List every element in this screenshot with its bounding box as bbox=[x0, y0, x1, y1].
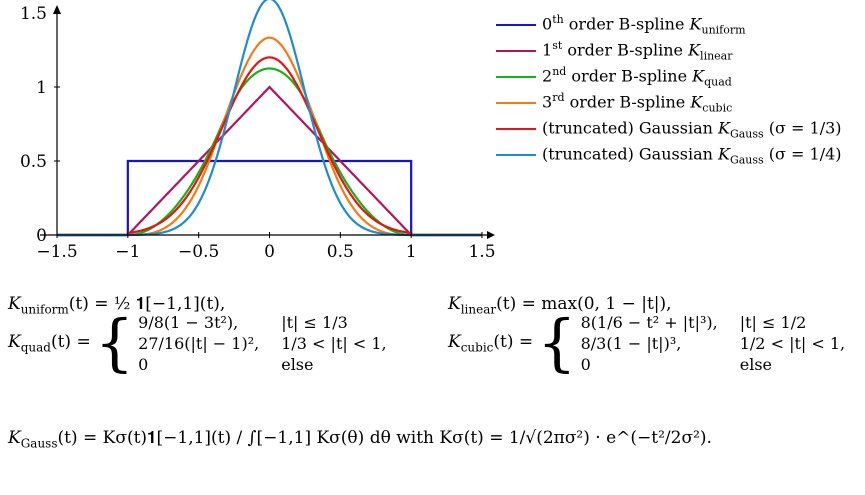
case-expression: 8(1/6 − t² + |t|³), bbox=[580, 312, 718, 332]
legend-item: (truncated) Gaussian KGauss (σ = 1/4) bbox=[496, 142, 842, 168]
legend-label: 1st order B-spline Klinear bbox=[542, 39, 733, 63]
formula-uniform: Kuniform(t) = ½ 𝟏[−1,1](t), bbox=[8, 294, 225, 316]
formula-quad-t: (t) = bbox=[50, 331, 91, 352]
x-tick-label: 0.5 bbox=[327, 242, 354, 260]
formula-gauss-sub: Gauss bbox=[20, 436, 58, 451]
legend-label: 3rd order B-spline Kcubic bbox=[542, 91, 733, 115]
formula-linear-sub: linear bbox=[460, 302, 497, 317]
formula-quad-cases: 9/8(1 − 3t²), |t| ≤ 1/3 27/16(|t| − 1)², 1/… bbox=[138, 313, 386, 374]
formula-linear: Klinear(t) = max(0, 1 − |t|), bbox=[448, 294, 672, 316]
series-line-gauss-5 bbox=[57, 0, 482, 237]
formula-gauss-k: K bbox=[8, 428, 21, 448]
y-tick-label: 0 bbox=[36, 226, 47, 246]
legend-swatch bbox=[496, 23, 536, 27]
legend-label: (truncated) Gaussian KGauss (σ = 1/3) bbox=[542, 118, 842, 141]
line-chart: −1.5 −1 −0.5 0 0.5 1 1.5 0 0.5 1 1.5 bbox=[20, 0, 496, 260]
formula-cubic-brace: { bbox=[537, 306, 577, 379]
formula-linear-rhs: (t) = max(0, 1 − |t|), bbox=[496, 294, 672, 314]
legend-swatch bbox=[496, 153, 536, 157]
case-expression: 27/16(|t| − 1)², bbox=[138, 333, 260, 353]
case-condition: 1/3 < |t| < 1, bbox=[281, 333, 387, 353]
x-tick-label: −0.5 bbox=[178, 242, 219, 260]
legend-swatch bbox=[496, 75, 536, 79]
formula-cubic-t: (t) = bbox=[493, 331, 534, 352]
formula-quad-brace: { bbox=[94, 306, 135, 379]
case-expression: 8/3(1 − |t|)³, bbox=[580, 333, 682, 353]
case-condition: |t| ≤ 1/2 bbox=[739, 312, 807, 332]
x-tick-label: −1 bbox=[115, 242, 140, 260]
legend-item: (truncated) Gaussian KGauss (σ = 1/3) bbox=[496, 116, 842, 142]
x-axis-arrow bbox=[487, 231, 495, 239]
series-line-uniform bbox=[57, 159, 482, 237]
case-condition: else bbox=[739, 354, 772, 374]
y-axis-arrow bbox=[53, 5, 61, 14]
formula-uniform-k: K bbox=[8, 294, 21, 314]
formula-cubic-k: K bbox=[448, 331, 461, 352]
legend-label: 2nd order B-spline Kquad bbox=[542, 65, 732, 89]
series-line-gauss-4 bbox=[57, 56, 482, 237]
case-expression: 0 bbox=[580, 354, 591, 374]
formula-gauss: KGauss(t) = Kσ(t)𝟏[−1,1](t) / ∫[−1,1] Kσ… bbox=[8, 428, 712, 450]
legend-label: 0th order B-spline Kuniform bbox=[542, 13, 746, 37]
formula-cubic: Kcubic(t) = { 8(1/6 − t² + |t|³), |t| ≤ 1… bbox=[448, 312, 845, 374]
case-condition: |t| ≤ 1/3 bbox=[281, 312, 348, 332]
series-line-quad bbox=[57, 67, 482, 237]
legend-item: 1st order B-spline Klinear bbox=[496, 38, 842, 64]
case-condition: 1/2 < |t| < 1, bbox=[739, 333, 846, 353]
series-line-cubic bbox=[57, 36, 482, 237]
legend-swatch bbox=[496, 101, 536, 105]
formula-cubic-cases: 8(1/6 − t² + |t|³), |t| ≤ 1/2 8/3(1 − |t|)… bbox=[581, 313, 846, 374]
formula-quad-sub: quad bbox=[20, 340, 51, 355]
formula-linear-k: K bbox=[448, 294, 461, 314]
legend-item: 2nd order B-spline Kquad bbox=[496, 64, 842, 90]
y-tick-label: 0.5 bbox=[20, 152, 47, 172]
legend-swatch bbox=[496, 127, 536, 131]
case-expression: 0 bbox=[138, 354, 149, 374]
formula-cubic-sub: cubic bbox=[460, 340, 494, 355]
case-condition: else bbox=[281, 354, 314, 374]
legend-label: (truncated) Gaussian KGauss (σ = 1/4) bbox=[542, 144, 842, 167]
x-tick-label: 1 bbox=[406, 242, 417, 260]
legend-item: 3rd order B-spline Kcubic bbox=[496, 90, 842, 116]
ticks-layer: −1.5 −1 −0.5 0 0.5 1 1.5 0 0.5 1 1.5 bbox=[20, 4, 496, 260]
x-tick-label: 0 bbox=[264, 242, 275, 260]
formula-gauss-rhs: (t) = Kσ(t)𝟏[−1,1](t) / ∫[−1,1] Kσ(θ) dθ… bbox=[57, 428, 712, 448]
x-tick-label: 1.5 bbox=[468, 242, 495, 260]
formula-uniform-rhs: (t) = ½ 𝟏[−1,1](t), bbox=[68, 294, 226, 314]
legend-item: 0th order B-spline Kuniform bbox=[496, 12, 842, 38]
legend-swatch bbox=[496, 49, 536, 53]
formula-quad: Kquad(t) = { 9/8(1 − 3t²), |t| ≤ 1/3 27/16… bbox=[8, 312, 387, 374]
x-tick-label: −1.5 bbox=[36, 242, 77, 260]
y-tick-label: 1 bbox=[36, 78, 47, 98]
y-tick-label: 1.5 bbox=[20, 4, 47, 24]
legend: 0th order B-spline Kuniform 1st order B-s… bbox=[496, 12, 842, 168]
formula-quad-k: K bbox=[8, 331, 21, 352]
formula-uniform-sub: uniform bbox=[20, 302, 69, 317]
series-layer bbox=[57, 0, 482, 237]
case-expression: 9/8(1 − 3t²), bbox=[138, 312, 239, 332]
